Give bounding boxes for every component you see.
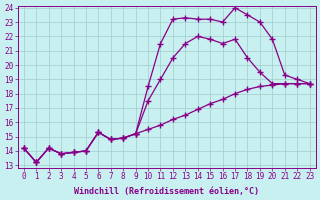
X-axis label: Windchill (Refroidissement éolien,°C): Windchill (Refroidissement éolien,°C) bbox=[74, 187, 259, 196]
